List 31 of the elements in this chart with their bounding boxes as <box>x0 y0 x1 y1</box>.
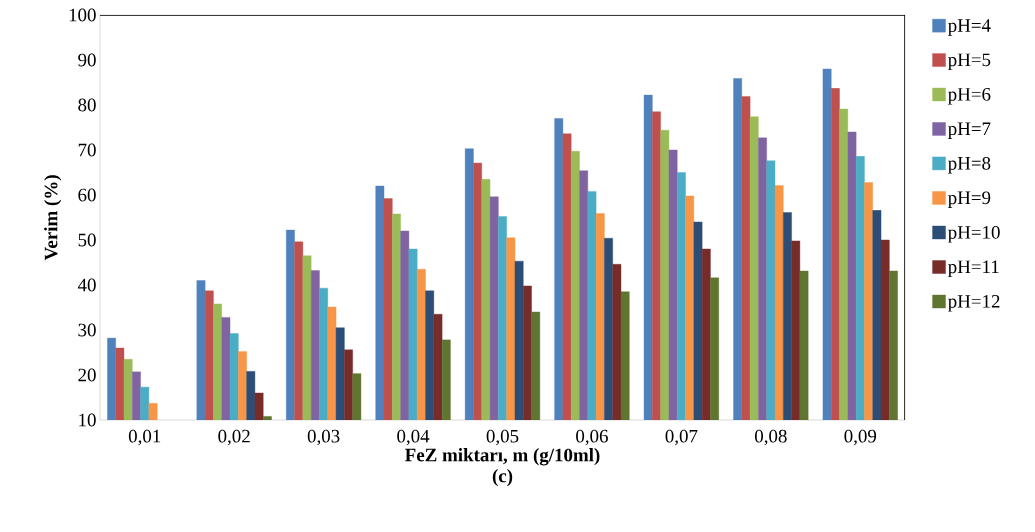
legend-label: pH=8 <box>948 156 991 174</box>
legend-label: pH=12 <box>948 295 1000 312</box>
y-tick-label: 30 <box>78 323 96 337</box>
text: (c) <box>492 469 513 487</box>
legend-label: pH=7 <box>948 122 991 139</box>
x-tick-label: 0,06 <box>576 429 608 446</box>
x-tick-label: 0,02 <box>218 429 250 446</box>
y-tick-label: 90 <box>78 53 96 67</box>
x-tick-label: 0,08 <box>755 429 787 446</box>
legend-label: pH=10 <box>948 225 1000 243</box>
y-tick-label: 100 <box>69 8 96 22</box>
x-axis-title: FeZ miktarı, m (g/10ml) <box>405 448 600 466</box>
legend-label: pH=11 <box>948 260 999 278</box>
y-tick-label: 80 <box>78 98 96 112</box>
y-tick-label: 40 <box>77 278 96 292</box>
y-tick-label: 70 <box>78 143 96 157</box>
y-tick-label: 60 <box>78 188 96 202</box>
y-tick-label: 50 <box>78 233 96 247</box>
x-tick-label: 0,05 <box>486 429 519 446</box>
y-axis-title: Verim (%) <box>44 175 62 261</box>
legend-label: pH=6 <box>948 88 991 105</box>
y-tick-label: 20 <box>78 368 96 382</box>
x-tick-label: 0,03 <box>307 429 340 446</box>
x-tick-label: 0,04 <box>397 429 430 446</box>
x-tick-label: 0,09 <box>844 429 877 446</box>
legend-label: pH=5 <box>948 53 991 71</box>
legend-label: pH=9 <box>948 191 991 209</box>
x-tick-label: 0,07 <box>665 429 698 446</box>
y-tick-label: 10 <box>79 413 96 427</box>
x-tick-label: 0,01 <box>128 429 161 446</box>
legend-label: pH=4 <box>948 19 991 36</box>
